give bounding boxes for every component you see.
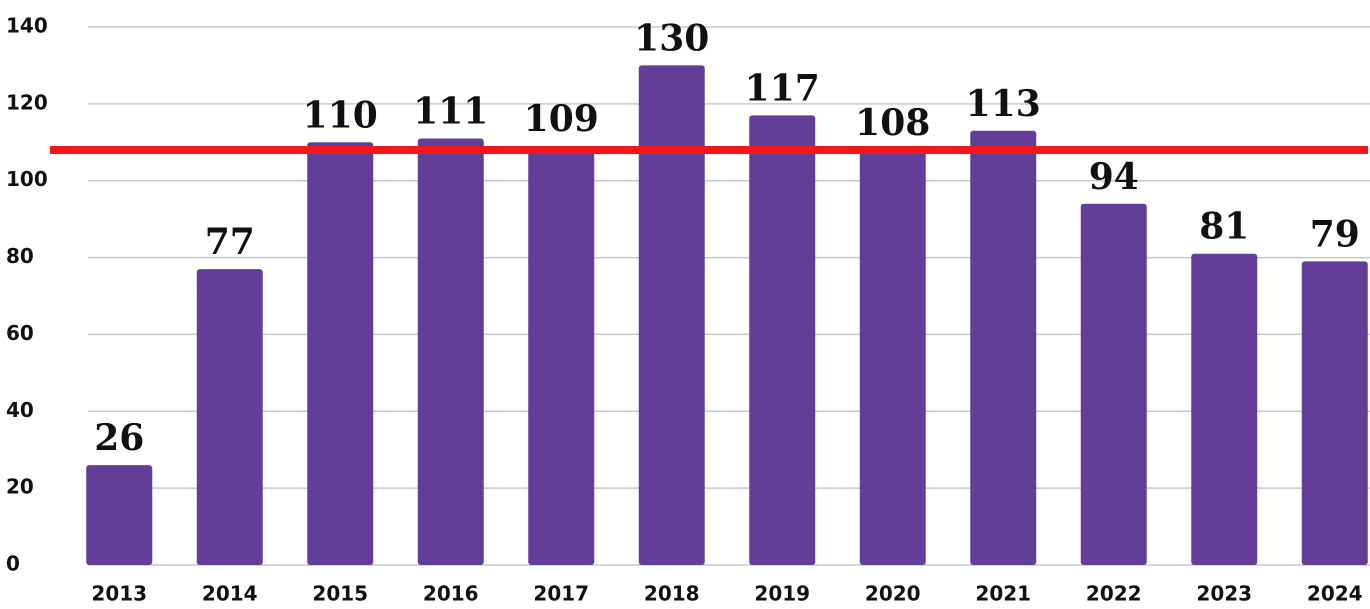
bar	[1191, 253, 1258, 565]
y-tick-label: 140	[6, 14, 48, 38]
value-label: 117	[745, 67, 820, 109]
value-label: 81	[1199, 206, 1249, 248]
bar	[859, 149, 926, 565]
bar	[749, 115, 816, 565]
y-tick-label: 100	[6, 167, 48, 191]
bar	[86, 465, 153, 565]
x-tick-label: 2022	[1086, 582, 1142, 606]
value-label: 109	[524, 98, 599, 140]
x-tick-label: 2018	[644, 582, 700, 606]
x-tick-label: 2014	[202, 582, 258, 606]
bar	[307, 142, 374, 566]
x-tick-label: 2017	[533, 582, 589, 606]
x-tick-label: 2024	[1307, 582, 1363, 606]
bar	[1301, 261, 1368, 565]
value-label: 94	[1089, 156, 1139, 198]
bar	[196, 269, 263, 565]
x-tick-label: 2021	[975, 582, 1031, 606]
value-label: 130	[634, 17, 709, 59]
value-label: 113	[966, 83, 1041, 125]
x-tick-label: 2023	[1196, 582, 1252, 606]
value-label: 26	[94, 417, 144, 459]
y-tick-label: 0	[6, 552, 20, 576]
value-label: 111	[413, 90, 488, 132]
bar	[417, 138, 484, 565]
value-label: 79	[1310, 213, 1360, 255]
x-tick-label: 2013	[91, 582, 147, 606]
bar	[528, 146, 595, 565]
x-tick-label: 2020	[865, 582, 921, 606]
x-tick-label: 2019	[754, 582, 810, 606]
value-label: 110	[303, 94, 378, 136]
bar	[1080, 203, 1147, 565]
bar	[638, 65, 705, 565]
y-tick-label: 20	[6, 475, 34, 499]
y-tick-label: 80	[6, 244, 34, 268]
value-label: 77	[205, 221, 255, 263]
x-tick-label: 2016	[423, 582, 479, 606]
value-label: 108	[855, 102, 930, 144]
bar	[970, 130, 1037, 565]
x-tick-label: 2015	[312, 582, 368, 606]
y-tick-label: 60	[6, 321, 34, 345]
y-tick-label: 40	[6, 398, 34, 422]
y-tick-label: 120	[6, 90, 48, 114]
